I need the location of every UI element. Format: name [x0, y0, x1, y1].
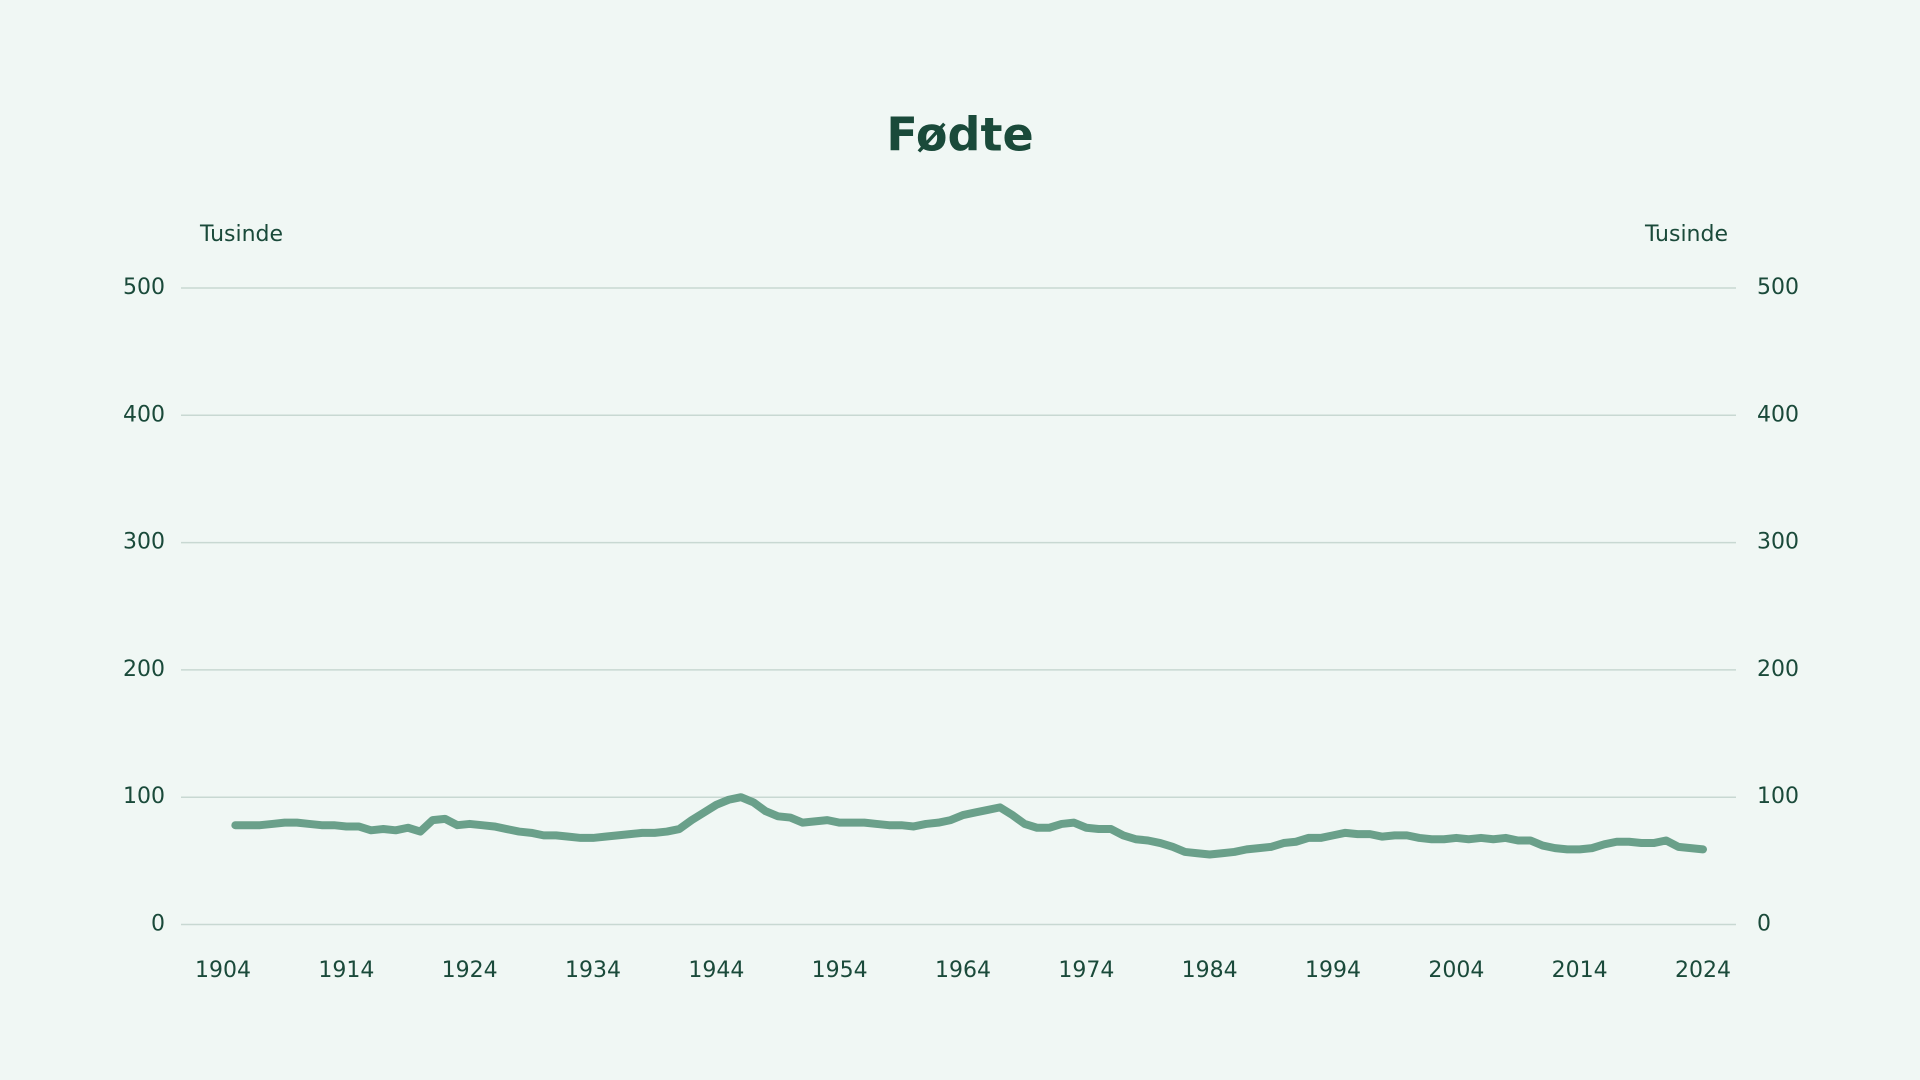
- y-tick-label: 500: [123, 275, 165, 300]
- y2-tick-label: 200: [1757, 657, 1799, 682]
- data-line: [231, 793, 1707, 859]
- x-tick-label: 1954: [812, 958, 868, 983]
- y-tick-label: 300: [123, 530, 165, 555]
- chart-title: Fødte: [886, 108, 1033, 162]
- y-tick-label: 100: [123, 784, 165, 809]
- y-tick-label: 0: [151, 912, 165, 937]
- x-tick-label: 1944: [688, 958, 744, 983]
- y2-tick-label: 300: [1757, 530, 1799, 555]
- y2-tick-label: 0: [1757, 912, 1771, 937]
- y2-axis-label: Tusinde: [1644, 222, 1728, 247]
- x-tick-label: 2004: [1428, 958, 1484, 983]
- x-tick-label: 1994: [1305, 958, 1361, 983]
- y2-tick-label: 500: [1757, 275, 1799, 300]
- x-tick-label: 1974: [1058, 958, 1114, 983]
- x-tick-label: 2024: [1675, 958, 1731, 983]
- y-tick-label: 200: [123, 657, 165, 682]
- x-tick-label: 2014: [1552, 958, 1608, 983]
- y2-tick-label: 100: [1757, 784, 1799, 809]
- x-tick-label: 1904: [195, 958, 251, 983]
- x-tick-label: 1924: [442, 958, 498, 983]
- y-tick-label: 400: [123, 402, 165, 427]
- y-axis-label: Tusinde: [199, 222, 283, 247]
- x-tick-label: 1914: [318, 958, 374, 983]
- x-tick-label: 1934: [565, 958, 621, 983]
- x-tick-label: 1984: [1182, 958, 1238, 983]
- x-tick-label: 1964: [935, 958, 991, 983]
- y2-tick-label: 400: [1757, 402, 1799, 427]
